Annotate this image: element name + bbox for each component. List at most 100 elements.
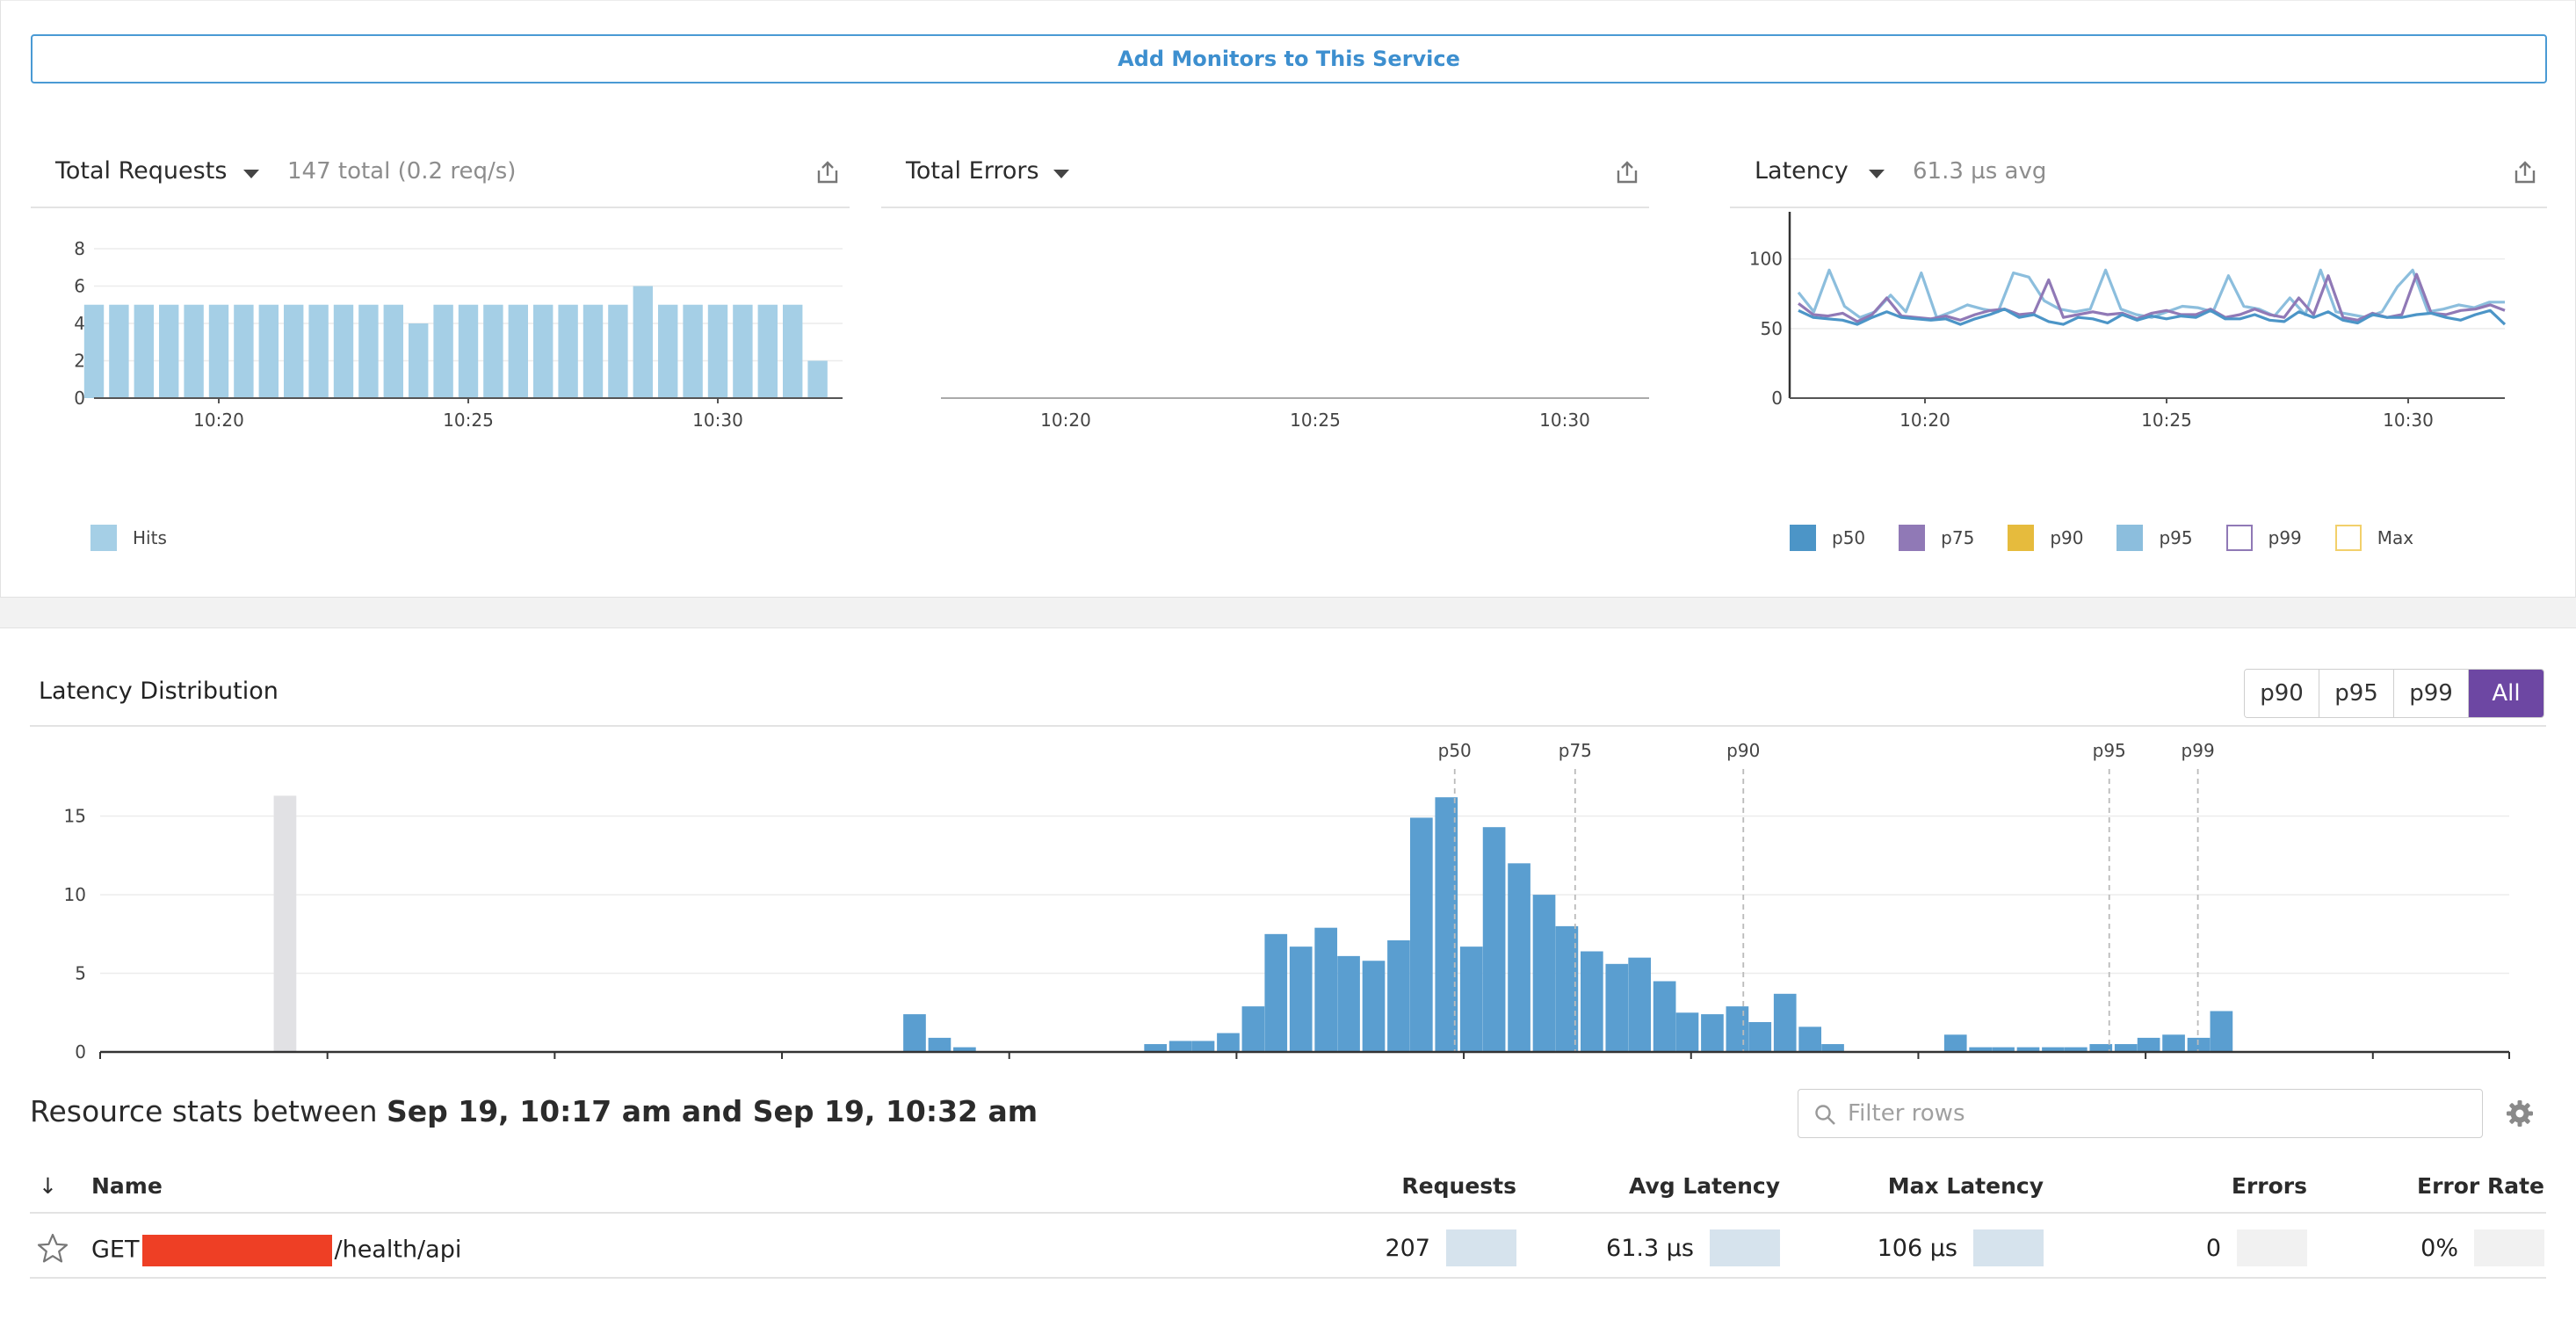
histogram-bar bbox=[1581, 951, 1603, 1052]
legend-item[interactable]: p99 bbox=[2225, 525, 2302, 551]
column-header-max-latency[interactable]: Max Latency bbox=[1887, 1173, 2044, 1199]
table-row[interactable]: GET/health/api 207 61.3 µs 106 µs 0 0% bbox=[30, 1217, 2546, 1279]
export-icon[interactable] bbox=[814, 159, 841, 185]
series-line-p50 bbox=[1798, 308, 2507, 326]
histogram-bar bbox=[1362, 961, 1386, 1052]
percentile-label-p99: p99 bbox=[2182, 740, 2215, 761]
histogram-bar bbox=[1532, 895, 1556, 1052]
redacted-block bbox=[142, 1235, 333, 1266]
bar bbox=[83, 304, 105, 398]
histogram-bar bbox=[903, 1014, 926, 1052]
histogram-bar bbox=[1798, 1026, 1822, 1052]
gear-icon[interactable] bbox=[2504, 1098, 2536, 1129]
percentile-label-p95: p95 bbox=[2093, 740, 2126, 761]
column-header-errors[interactable]: Errors bbox=[2231, 1173, 2307, 1199]
legend-item[interactable]: Max bbox=[2334, 525, 2414, 551]
search-icon bbox=[1815, 1105, 1835, 1125]
resource-stats-title: Resource stats between Sep 19, 10:17 am … bbox=[30, 1094, 1038, 1128]
add-monitors-button[interactable]: Add Monitors to This Service bbox=[31, 34, 2547, 83]
percentile-selector: p90 p95 p99 All bbox=[2244, 669, 2544, 718]
column-header-name[interactable]: Name bbox=[91, 1173, 163, 1199]
column-header-requests[interactable]: Requests bbox=[1401, 1173, 1516, 1199]
service-overview-panel: Add Monitors to This Service Total Reque… bbox=[0, 0, 2576, 598]
legend-label: p95 bbox=[2159, 527, 2193, 548]
metric-dropdown-caret-icon[interactable] bbox=[1053, 170, 1069, 178]
avg-latency-value: 61.3 µs bbox=[1606, 1235, 1694, 1262]
column-header-avg-latency[interactable]: Avg Latency bbox=[1629, 1173, 1780, 1199]
latency-and-resources-panel: Latency Distribution p90 p95 p99 All 0 5 10 15… bbox=[0, 627, 2576, 1320]
bar bbox=[483, 304, 503, 398]
widget-header: Total Requests 147 total (0.2 req/s) bbox=[31, 141, 850, 208]
histogram-bar bbox=[1748, 1022, 1772, 1052]
widget-header: Latency 61.3 µs avg bbox=[1730, 141, 2547, 208]
bar bbox=[533, 304, 554, 398]
histogram-bar bbox=[1482, 827, 1506, 1052]
histogram-bar bbox=[2089, 1044, 2113, 1052]
histogram-bar bbox=[1314, 927, 1338, 1052]
legend-label: p99 bbox=[2268, 527, 2302, 548]
export-icon[interactable] bbox=[2512, 159, 2538, 185]
histogram-bar bbox=[2042, 1047, 2065, 1052]
max-latency-value: 106 µs bbox=[1877, 1235, 1957, 1262]
legend-label: Max bbox=[2377, 527, 2414, 548]
column-header-error-rate[interactable]: Error Rate bbox=[2417, 1173, 2544, 1199]
filter-rows-input[interactable] bbox=[1848, 1097, 2463, 1130]
legend-item[interactable]: p95 bbox=[2117, 525, 2193, 551]
histogram-bar bbox=[2162, 1034, 2185, 1052]
bar bbox=[333, 304, 354, 398]
histogram-bar bbox=[1653, 981, 1676, 1052]
percentile-label-p50: p50 bbox=[1438, 740, 1472, 761]
legend-item[interactable]: Hits bbox=[90, 525, 167, 551]
legend-label: Hits bbox=[133, 527, 167, 548]
histogram-bar bbox=[1459, 946, 1483, 1052]
percentile-button-all[interactable]: All bbox=[2469, 670, 2543, 717]
y-tick-label: 2 bbox=[74, 351, 85, 372]
bar bbox=[383, 304, 403, 398]
bar bbox=[433, 304, 453, 398]
metric-dropdown-caret-icon[interactable] bbox=[243, 170, 259, 178]
x-tick-label: 10:30 bbox=[692, 410, 743, 431]
histogram-bar bbox=[1992, 1047, 2015, 1052]
metric-dropdown-caret-icon[interactable] bbox=[1869, 170, 1885, 178]
histogram-bar bbox=[2210, 1011, 2233, 1052]
bar bbox=[508, 304, 528, 398]
bar bbox=[308, 304, 329, 398]
percentile-button-p90[interactable]: p90 bbox=[2245, 670, 2319, 717]
x-tick-label: 10:20 bbox=[1899, 410, 1950, 431]
y-tick-label: 10 bbox=[64, 884, 86, 905]
latency-legend: p50 p75 p90 p95 p99 Max bbox=[1790, 525, 2447, 551]
y-tick-label: 0 bbox=[74, 388, 85, 409]
histogram-bar bbox=[928, 1037, 952, 1052]
series-line-p95 bbox=[1797, 268, 2505, 319]
legend-swatch bbox=[2008, 525, 2035, 551]
sort-arrow-icon[interactable]: ↓ bbox=[39, 1173, 57, 1199]
resource-name[interactable]: GET/health/api bbox=[91, 1235, 461, 1266]
widget-title: Latency bbox=[1755, 157, 1849, 185]
legend-item[interactable]: p50 bbox=[1790, 525, 1865, 551]
histogram-bar bbox=[1144, 1044, 1168, 1052]
max-latency-bar bbox=[1973, 1229, 2044, 1266]
legend-item[interactable]: p90 bbox=[2008, 525, 2083, 551]
latency-distribution-title: Latency Distribution bbox=[39, 678, 279, 705]
bar bbox=[284, 304, 304, 398]
legend-item[interactable]: p75 bbox=[1899, 525, 1974, 551]
percentile-button-p99[interactable]: p99 bbox=[2394, 670, 2469, 717]
histogram-bar bbox=[273, 795, 297, 1052]
x-tick-label: 10:20 bbox=[193, 410, 244, 431]
histogram-bar bbox=[2114, 1044, 2138, 1052]
histogram-bar bbox=[2187, 1037, 2211, 1052]
bar bbox=[134, 304, 154, 398]
percentile-button-p95[interactable]: p95 bbox=[2319, 670, 2394, 717]
legend-label: p90 bbox=[2050, 527, 2084, 548]
histogram-bar bbox=[1628, 957, 1652, 1052]
histogram-bar bbox=[1605, 963, 1629, 1052]
bar bbox=[757, 304, 778, 398]
total-requests-widget: Total Requests 147 total (0.2 req/s) 0 2 4… bbox=[31, 141, 850, 581]
x-tick-label: 10:30 bbox=[1539, 410, 1590, 431]
histogram-bar bbox=[1289, 946, 1313, 1052]
export-icon[interactable] bbox=[1614, 159, 1640, 185]
star-icon[interactable] bbox=[35, 1231, 70, 1266]
bar bbox=[109, 304, 129, 398]
latency-distribution-chart: 051015p50p75p90p95p990 ns10.0 µs20.0 µs3… bbox=[64, 740, 2510, 1059]
requests-value: 207 bbox=[1385, 1235, 1430, 1262]
